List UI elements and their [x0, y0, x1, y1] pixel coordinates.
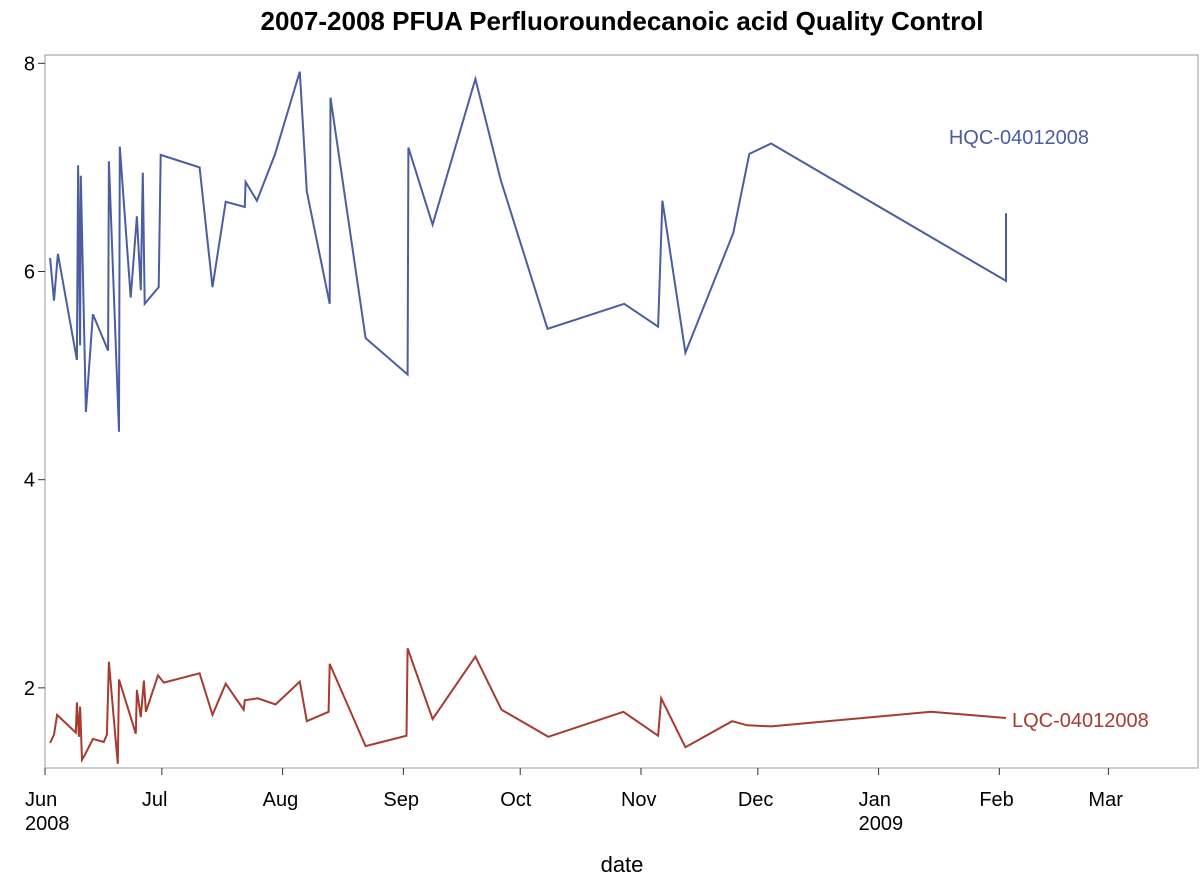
x-tick-label: Jan 2009	[858, 789, 904, 835]
x-tick-label: Jul	[141, 789, 168, 811]
series-line	[49, 71, 1007, 432]
y-tick-label: 2	[24, 678, 35, 700]
chart-title: 2007-2008 PFUA Perfluoroundecanoic acid …	[261, 6, 984, 36]
x-tick-label: Mar	[1088, 789, 1123, 811]
x-tick-label: Feb	[979, 789, 1014, 811]
series-label: LQC-04012008	[1012, 710, 1149, 732]
plot-frame	[44, 54, 1199, 769]
x-tick-label: Jun 2008	[25, 789, 70, 835]
series-line	[49, 647, 1007, 764]
y-tick-label: 6	[24, 262, 35, 284]
x-tick-label: Oct	[500, 789, 532, 811]
x-axis-title: date	[601, 852, 644, 877]
y-tick-label: 4	[24, 470, 35, 492]
x-tick-label: Nov	[620, 789, 657, 811]
x-tick-label: Sep	[383, 789, 419, 811]
y-tick-label: 8	[24, 53, 35, 75]
x-tick-label: Aug	[262, 789, 299, 811]
series-label: HQC-04012008	[949, 127, 1089, 149]
x-tick-label: Dec	[737, 789, 774, 811]
